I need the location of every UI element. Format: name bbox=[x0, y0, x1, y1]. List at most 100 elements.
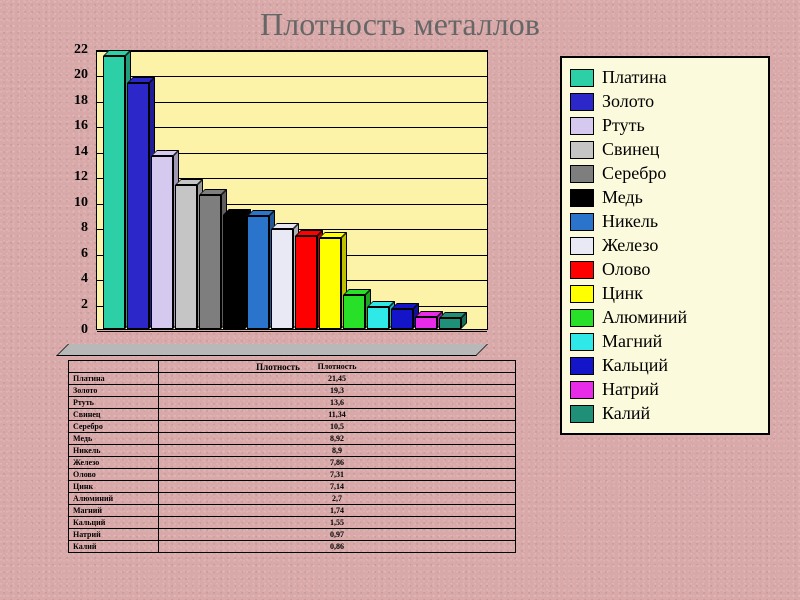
bar-12 bbox=[391, 309, 413, 329]
legend-label: Магний bbox=[602, 331, 662, 352]
table-row: Магний1,74 bbox=[69, 505, 516, 517]
table-row: Олово7,31 bbox=[69, 469, 516, 481]
table-row: Медь8,92 bbox=[69, 433, 516, 445]
table-row: Золото19,3 bbox=[69, 385, 516, 397]
bar-front bbox=[319, 238, 341, 329]
y-tick-label: 0 bbox=[60, 322, 88, 338]
grid-line bbox=[97, 331, 487, 332]
bar-2 bbox=[151, 156, 173, 329]
legend-swatch bbox=[570, 333, 594, 351]
legend-item: Калий bbox=[570, 403, 760, 424]
legend-label: Калий bbox=[602, 403, 650, 424]
legend-swatch bbox=[570, 261, 594, 279]
row-value: 1,55 bbox=[159, 517, 516, 529]
row-value: 10,5 bbox=[159, 421, 516, 433]
bars-container bbox=[103, 49, 483, 329]
legend-swatch bbox=[570, 189, 594, 207]
bar-front bbox=[103, 56, 125, 329]
row-name: Олово bbox=[69, 469, 159, 481]
legend-label: Цинк bbox=[602, 283, 643, 304]
legend-item: Олово bbox=[570, 259, 760, 280]
legend-swatch bbox=[570, 213, 594, 231]
y-tick-label: 22 bbox=[60, 42, 88, 58]
density-chart: 0246810121416182022 Плотность bbox=[68, 50, 488, 344]
legend-item: Алюминий bbox=[570, 307, 760, 328]
bar-11 bbox=[367, 307, 389, 329]
legend-swatch bbox=[570, 309, 594, 327]
row-name: Свинец bbox=[69, 409, 159, 421]
row-value: 8,9 bbox=[159, 445, 516, 457]
legend-item: Магний bbox=[570, 331, 760, 352]
y-tick-label: 12 bbox=[60, 169, 88, 185]
legend-item: Железо bbox=[570, 235, 760, 256]
legend-item: Кальций bbox=[570, 355, 760, 376]
bar-front bbox=[151, 156, 173, 329]
legend-label: Платина bbox=[602, 67, 667, 88]
legend-label: Железо bbox=[602, 235, 658, 256]
row-name: Железо bbox=[69, 457, 159, 469]
row-name: Золото bbox=[69, 385, 159, 397]
chart-floor bbox=[56, 344, 488, 356]
row-value: 19,3 bbox=[159, 385, 516, 397]
table-row: Никель8,9 bbox=[69, 445, 516, 457]
row-value: 11,34 bbox=[159, 409, 516, 421]
y-tick-label: 2 bbox=[60, 297, 88, 313]
row-name: Серебро bbox=[69, 421, 159, 433]
row-name: Ртуть bbox=[69, 397, 159, 409]
table-empty-header bbox=[69, 361, 159, 373]
data-table: Плотность Платина21,45Золото19,3Ртуть13,… bbox=[68, 360, 516, 553]
table-row: Платина21,45 bbox=[69, 373, 516, 385]
row-name: Алюминий bbox=[69, 493, 159, 505]
bar-5 bbox=[223, 215, 245, 329]
row-value: 7,14 bbox=[159, 481, 516, 493]
legend-label: Ртуть bbox=[602, 115, 645, 136]
y-tick-label: 4 bbox=[60, 271, 88, 287]
bar-front bbox=[199, 195, 221, 329]
y-tick-label: 8 bbox=[60, 220, 88, 236]
table-row: Калий0,86 bbox=[69, 541, 516, 553]
row-value: 7,31 bbox=[159, 469, 516, 481]
row-value: 7,86 bbox=[159, 457, 516, 469]
bar-3 bbox=[175, 185, 197, 329]
y-tick-label: 6 bbox=[60, 246, 88, 262]
row-name: Магний bbox=[69, 505, 159, 517]
legend-swatch bbox=[570, 93, 594, 111]
table-row: Железо7,86 bbox=[69, 457, 516, 469]
bar-8 bbox=[295, 236, 317, 329]
row-value: 0,97 bbox=[159, 529, 516, 541]
legend: ПлатинаЗолотоРтутьСвинецСереброМедьНикел… bbox=[560, 56, 770, 435]
legend-item: Серебро bbox=[570, 163, 760, 184]
legend-item: Ртуть bbox=[570, 115, 760, 136]
bar-14 bbox=[439, 318, 461, 329]
row-name: Платина bbox=[69, 373, 159, 385]
table-row: Серебро10,5 bbox=[69, 421, 516, 433]
legend-label: Натрий bbox=[602, 379, 659, 400]
legend-label: Медь bbox=[602, 187, 643, 208]
bar-4 bbox=[199, 195, 221, 329]
legend-item: Золото bbox=[570, 91, 760, 112]
bar-13 bbox=[415, 317, 437, 329]
legend-swatch bbox=[570, 237, 594, 255]
row-value: 1,74 bbox=[159, 505, 516, 517]
y-tick-label: 10 bbox=[60, 195, 88, 211]
legend-item: Никель bbox=[570, 211, 760, 232]
bar-10 bbox=[343, 295, 365, 329]
bar-front bbox=[439, 318, 461, 329]
legend-label: Олово bbox=[602, 259, 650, 280]
bar-front bbox=[247, 216, 269, 329]
page-title: Плотность металлов bbox=[0, 6, 800, 43]
legend-swatch bbox=[570, 165, 594, 183]
row-value: 2,7 bbox=[159, 493, 516, 505]
row-name: Никель bbox=[69, 445, 159, 457]
legend-swatch bbox=[570, 285, 594, 303]
legend-label: Золото bbox=[602, 91, 654, 112]
bar-9 bbox=[319, 238, 341, 329]
legend-item: Медь bbox=[570, 187, 760, 208]
bar-front bbox=[175, 185, 197, 329]
table-row: Свинец11,34 bbox=[69, 409, 516, 421]
bar-6 bbox=[247, 216, 269, 329]
legend-item: Цинк bbox=[570, 283, 760, 304]
bar-front bbox=[391, 309, 413, 329]
row-value: 0,86 bbox=[159, 541, 516, 553]
bar-front bbox=[295, 236, 317, 329]
